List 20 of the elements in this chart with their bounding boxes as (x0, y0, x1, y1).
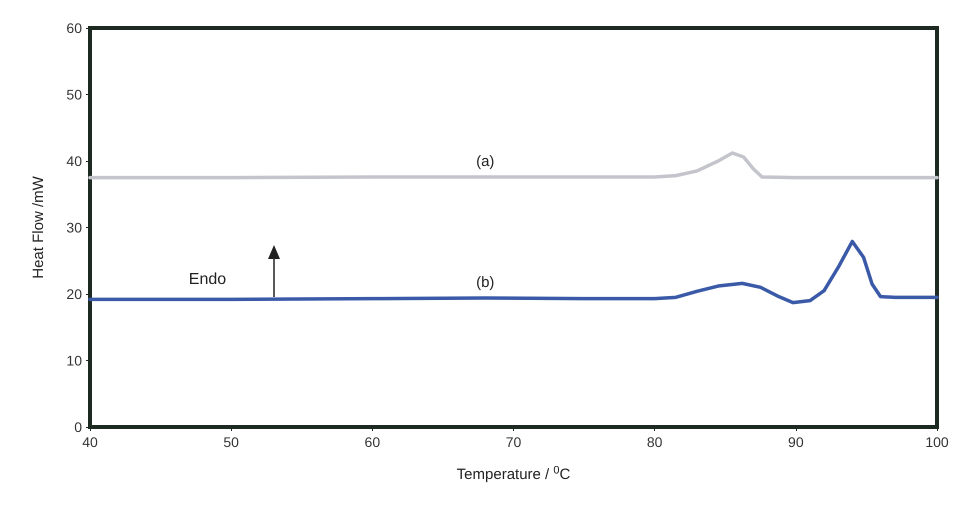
y-tick-label: 30 (66, 220, 82, 236)
line-series (88, 240, 939, 304)
y-axis-title: Heat Flow /mW (30, 175, 47, 279)
y-tick-label: 20 (66, 286, 82, 302)
x-tick-label: 80 (646, 434, 663, 450)
annotation: Endo (188, 270, 226, 289)
y-tick-label: 10 (66, 352, 82, 368)
x-tick-label: 40 (82, 434, 98, 450)
series-label: (b) (476, 274, 494, 291)
x-tick-label: 70 (506, 434, 522, 450)
y-tick-label: 60 (66, 20, 82, 36)
series-label: (a) (476, 152, 494, 170)
x-tick-label: 50 (223, 434, 240, 450)
x-tick-label: 90 (788, 434, 804, 450)
y-tick-label: 40 (66, 153, 82, 169)
x-tick-label: 100 (925, 434, 949, 450)
y-tick-label: 0 (74, 419, 82, 435)
y-tick-label: 50 (66, 86, 82, 102)
x-tick-label: 60 (364, 434, 380, 450)
line-series (88, 151, 939, 180)
